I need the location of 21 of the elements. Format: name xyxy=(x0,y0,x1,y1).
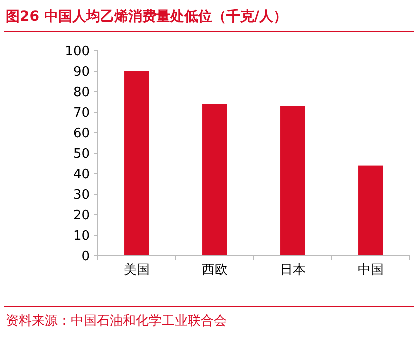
y-tick-label: 20 xyxy=(73,208,90,224)
y-tick-label: 90 xyxy=(73,65,90,80)
x-tick-label: 西欧 xyxy=(202,263,228,278)
x-tick-label: 美国 xyxy=(124,262,150,278)
y-tick-label: 30 xyxy=(73,188,90,204)
bar xyxy=(358,166,384,256)
x-tick-label: 日本 xyxy=(280,263,306,278)
y-tick-label: 80 xyxy=(73,86,90,101)
bar xyxy=(124,72,150,256)
chart-title: 图26 中国人均乙烯消费量处低位（千克/人） xyxy=(6,8,288,25)
y-tick-label: 0 xyxy=(82,250,90,265)
y-tick-label: 10 xyxy=(73,229,90,244)
text: 资料来源：中国石油和化学工业联合会 xyxy=(6,314,227,329)
y-tick-label: 70 xyxy=(73,106,90,122)
y-tick-label: 50 xyxy=(73,147,90,162)
bar xyxy=(202,104,228,256)
x-tick-label: 中国 xyxy=(358,263,384,278)
y-tick-label: 100 xyxy=(65,44,90,60)
y-tick-label: 60 xyxy=(73,126,90,142)
bar xyxy=(280,106,306,256)
y-tick-label: 40 xyxy=(73,168,90,183)
